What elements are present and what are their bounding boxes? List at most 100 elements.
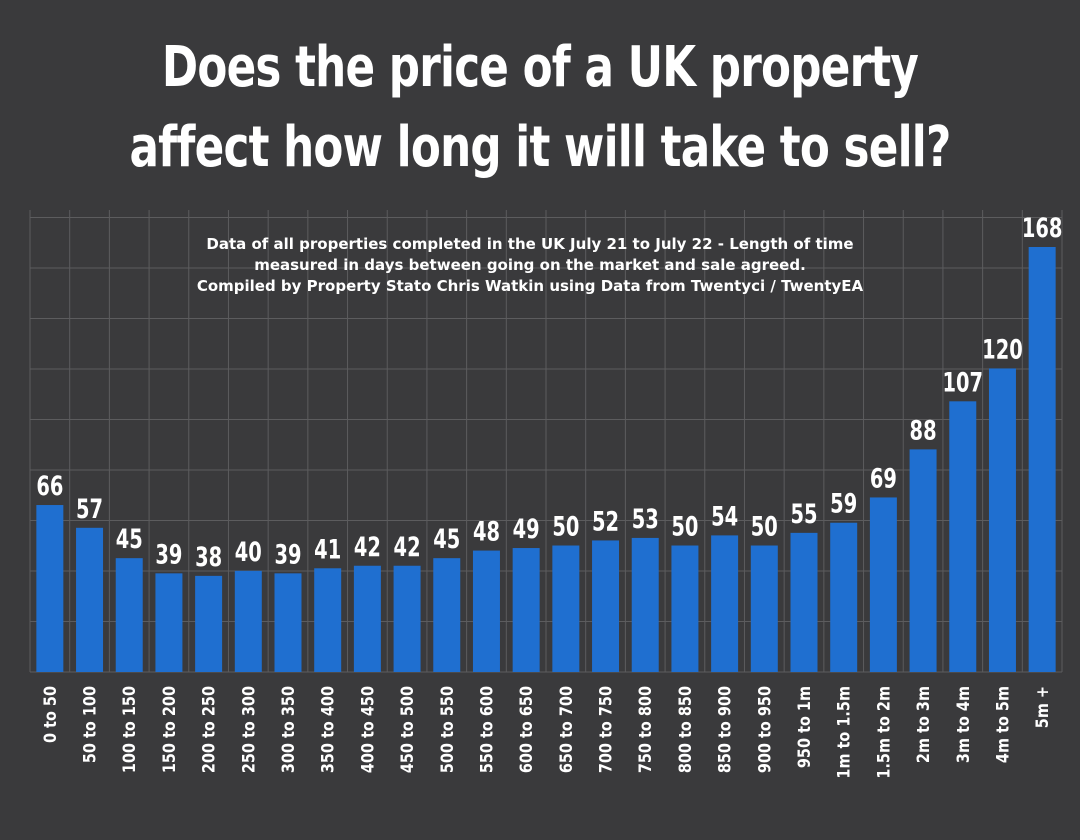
tick-label-text: 650 to 700 <box>556 686 576 773</box>
bar <box>115 558 143 672</box>
bar <box>830 522 858 672</box>
tick-label-text: 5m + <box>1032 686 1052 728</box>
chart-title: Does the price of a UK property affect h… <box>119 28 961 188</box>
tick-label: 800 to 850 <box>675 686 695 773</box>
tick-label: 100 to 150 <box>119 686 139 773</box>
tick-label-text: 550 to 600 <box>476 686 496 773</box>
tick-label-text: 1m to 1.5m <box>834 686 854 779</box>
data-label-text: 39 <box>155 538 182 570</box>
data-label: 120 <box>982 333 1023 365</box>
data-label: 55 <box>790 498 817 530</box>
data-label: 59 <box>830 487 857 519</box>
bar <box>353 565 381 672</box>
tick-label: 0 to 50 <box>40 686 60 743</box>
bar <box>274 573 302 672</box>
tick-label-text: 200 to 250 <box>198 686 218 773</box>
chart-subtitle: Data of all properties completed in the … <box>150 234 910 297</box>
tick-label: 1.5m to 2m <box>873 686 893 779</box>
bar <box>552 545 580 672</box>
bar <box>234 570 262 672</box>
data-label-text: 168 <box>1022 212 1063 244</box>
subtitle-line-2: measured in days between going on the ma… <box>254 256 806 274</box>
subtitle-line-3: Compiled by Property Stato Chris Watkin … <box>196 277 864 295</box>
bar <box>1028 247 1056 672</box>
bar <box>909 449 937 672</box>
data-label-text: 49 <box>513 513 540 545</box>
data-label: 50 <box>751 510 778 542</box>
tick-label-text: 0 to 50 <box>40 686 60 743</box>
bar <box>195 575 223 672</box>
bar <box>512 548 540 672</box>
data-label: 88 <box>910 414 937 446</box>
data-label: 41 <box>314 533 341 565</box>
bar <box>949 401 977 672</box>
tick-label: 1m to 1.5m <box>834 686 854 779</box>
tick-label: 200 to 250 <box>198 686 218 773</box>
data-label-text: 42 <box>354 531 381 563</box>
data-label-text: 45 <box>433 523 460 555</box>
data-label-text: 52 <box>592 505 619 537</box>
tick-label: 700 to 750 <box>595 686 615 773</box>
tick-label-text: 800 to 850 <box>675 686 695 773</box>
tick-label-text: 500 to 550 <box>437 686 457 773</box>
x-tick-labels: 0 to 50 50 to 100 100 to 150 150 to 200 200 … <box>40 686 1053 779</box>
tick-label: 550 to 600 <box>476 686 496 773</box>
bar <box>433 558 461 672</box>
title-line-1: Does the price of a UK property <box>161 35 919 100</box>
tick-label-text: 50 to 100 <box>79 686 99 763</box>
tick-label: 300 to 350 <box>278 686 298 773</box>
tick-label-text: 1.5m to 2m <box>873 686 893 779</box>
bar <box>631 537 659 672</box>
tick-label: 600 to 650 <box>516 686 536 773</box>
tick-label-text: 4m to 5m <box>992 686 1012 763</box>
data-label: 107 <box>942 366 983 398</box>
tick-label: 250 to 300 <box>238 686 258 773</box>
tick-label-text: 600 to 650 <box>516 686 536 773</box>
tick-label-text: 2m to 3m <box>913 686 933 763</box>
data-label: 50 <box>671 510 698 542</box>
title-line-2: affect how long it will take to sell? <box>129 115 951 180</box>
data-label-text: 50 <box>671 510 698 542</box>
data-label-text: 41 <box>314 533 341 565</box>
data-label: 52 <box>592 505 619 537</box>
bar <box>76 527 104 672</box>
data-label: 42 <box>354 531 381 563</box>
tick-label: 50 to 100 <box>79 686 99 763</box>
data-label-text: 39 <box>274 538 301 570</box>
data-label-text: 48 <box>473 515 500 547</box>
tick-label-text: 100 to 150 <box>119 686 139 773</box>
data-label: 40 <box>235 536 262 568</box>
tick-label-text: 3m to 4m <box>953 686 973 763</box>
bar <box>592 540 620 672</box>
bar <box>393 565 421 672</box>
tick-label-text: 900 to 950 <box>754 686 774 773</box>
bars <box>36 247 1056 672</box>
data-label: 53 <box>632 503 659 535</box>
tick-label: 450 to 500 <box>397 686 417 773</box>
bar <box>314 568 342 672</box>
bar <box>155 573 183 672</box>
bar <box>671 545 699 672</box>
data-label-text: 55 <box>790 498 817 530</box>
data-label-text: 53 <box>632 503 659 535</box>
tick-label-text: 350 to 400 <box>318 686 338 773</box>
bar <box>988 368 1016 672</box>
data-label: 57 <box>76 493 103 525</box>
tick-label-text: 700 to 750 <box>595 686 615 773</box>
bar <box>36 505 64 672</box>
data-label-text: 120 <box>982 333 1023 365</box>
data-label-text: 40 <box>235 536 262 568</box>
tick-label: 2m to 3m <box>913 686 933 763</box>
tick-label-text: 300 to 350 <box>278 686 298 773</box>
data-labels: 66 57 45 39 38 40 39 41 42 42 45 48 49 50 52 53 50 54 50 55… <box>36 212 1062 573</box>
tick-label-text: 250 to 300 <box>238 686 258 773</box>
data-label-text: 107 <box>942 366 983 398</box>
data-label-text: 42 <box>394 531 421 563</box>
tick-label: 3m to 4m <box>953 686 973 763</box>
data-label: 66 <box>36 470 63 502</box>
data-label: 48 <box>473 515 500 547</box>
data-label: 168 <box>1022 212 1063 244</box>
tick-label-text: 450 to 500 <box>397 686 417 773</box>
tick-label-text: 950 to 1m <box>794 686 814 768</box>
